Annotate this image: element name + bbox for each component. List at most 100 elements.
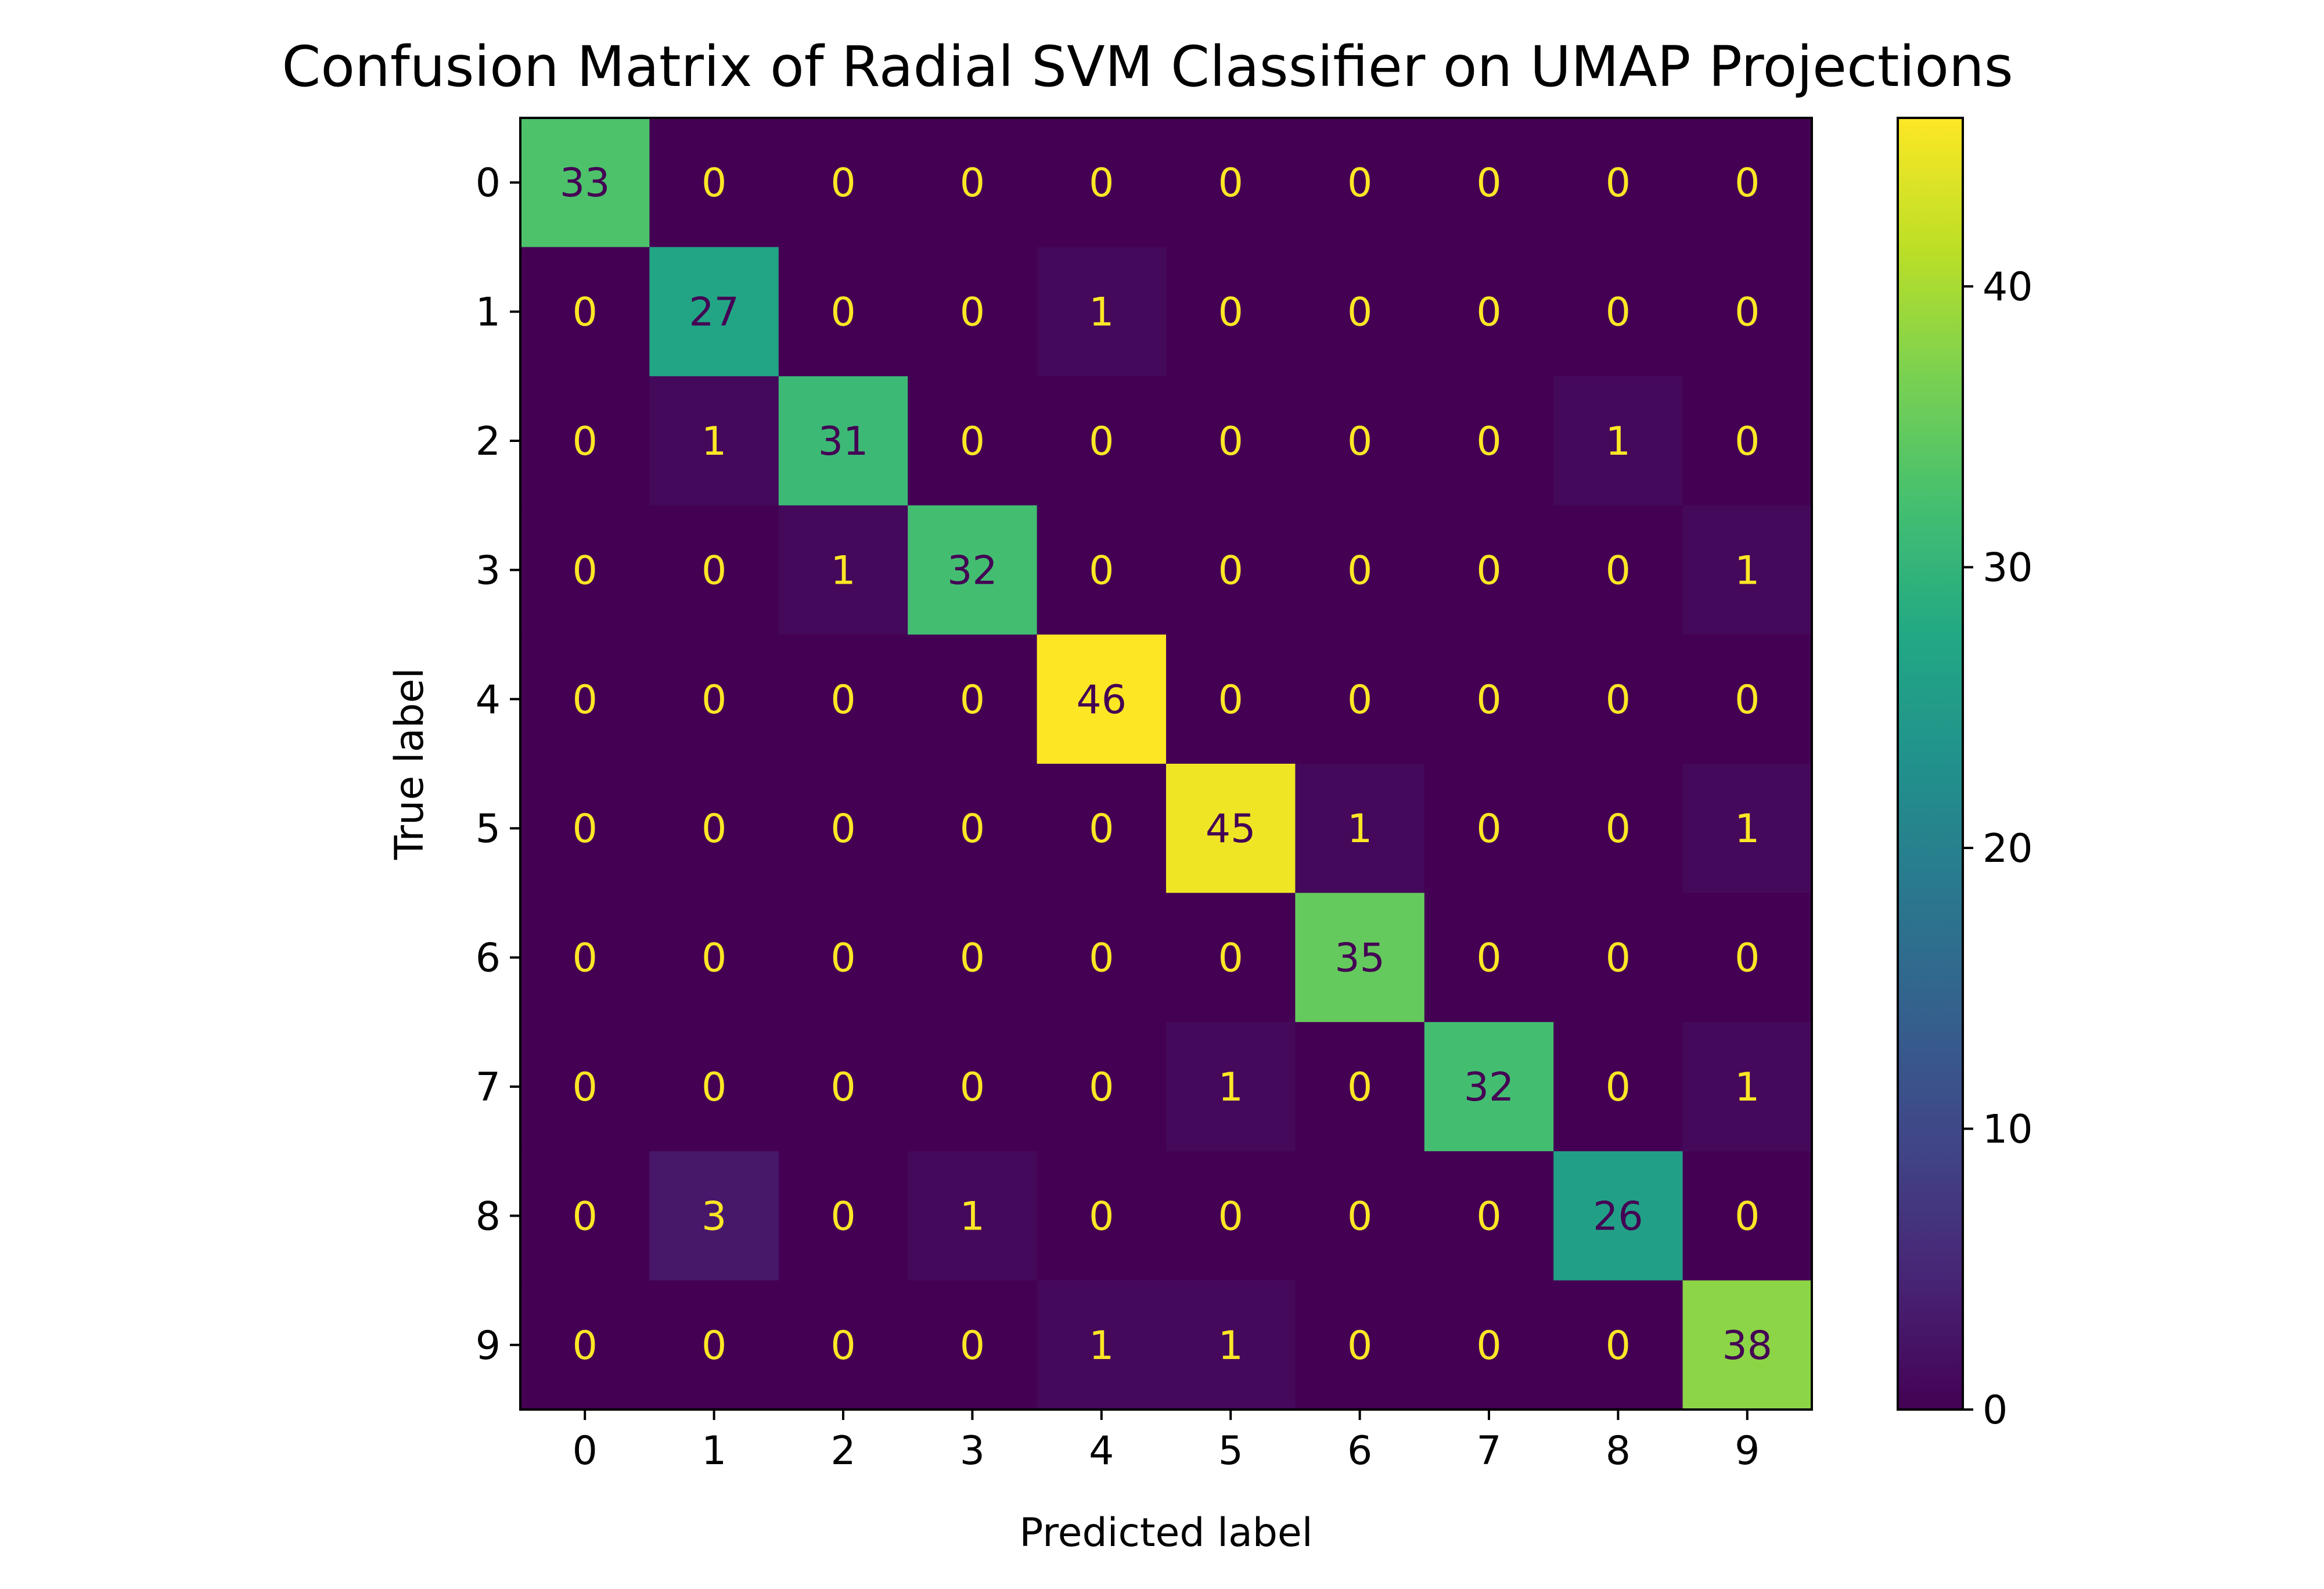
heatmap-cell (1166, 764, 1296, 893)
x-tick-label: 0 (573, 1428, 598, 1474)
cell-value-label: 3 (701, 1193, 726, 1239)
cell-value-label: 0 (701, 806, 726, 852)
cell-value-label: 0 (1735, 677, 1760, 723)
cell-value-label: 0 (1735, 1193, 1760, 1239)
cell-value-label: 0 (1735, 936, 1760, 982)
cell-value-label: 0 (701, 936, 726, 982)
cell-value-label: 0 (1089, 1065, 1114, 1110)
heatmap-cell (1682, 764, 1812, 893)
y-tick-label: 3 (476, 548, 501, 594)
x-tick-label: 9 (1735, 1428, 1760, 1474)
cell-value-label: 0 (1476, 936, 1501, 982)
cell-value-label: 1 (1089, 290, 1114, 336)
cell-value-label: 0 (960, 936, 985, 982)
cell-value-label: 0 (1476, 806, 1501, 852)
cell-value-label: 0 (830, 1193, 855, 1239)
cell-value-label: 0 (701, 160, 726, 206)
y-tick-label: 8 (476, 1193, 501, 1239)
heatmap-cell (1424, 764, 1554, 893)
heatmap-cell (1166, 893, 1296, 1023)
y-tick-label: 0 (476, 160, 501, 206)
cell-value-label: 0 (1218, 677, 1243, 723)
heatmap-cell (1166, 634, 1296, 764)
heatmap-cell (1682, 1022, 1812, 1152)
x-tick-label: 1 (701, 1428, 726, 1474)
heatmap-cell (1295, 893, 1425, 1023)
cell-value-label: 1 (1218, 1323, 1243, 1369)
heatmap-cell (520, 1280, 650, 1410)
cell-value-label: 35 (1334, 936, 1385, 982)
heatmap-cell (1553, 893, 1683, 1023)
heatmap-cell (1682, 118, 1812, 247)
heatmap-cell (1424, 634, 1554, 764)
heatmap-cell (1037, 376, 1167, 506)
heatmap-cell (1424, 376, 1554, 506)
cell-value-label: 0 (1347, 548, 1372, 594)
heatmap-cell (908, 1280, 1038, 1410)
heatmap-cell (1682, 247, 1812, 377)
cell-value-label: 0 (1476, 548, 1501, 594)
heatmap-cell (1295, 1022, 1425, 1152)
cell-value-label: 38 (1722, 1323, 1773, 1369)
heatmap-cell (1682, 505, 1812, 635)
colorbar-ticks: 0 10 20 30 40 (1963, 264, 2033, 1433)
heatmap-cell (1037, 118, 1167, 247)
heatmap-cell (778, 1280, 908, 1410)
heatmap-cells (520, 118, 1812, 1410)
heatmap-cell (778, 118, 908, 247)
heatmap-cell (1682, 893, 1812, 1023)
cell-value-label: 33 (560, 160, 610, 206)
heatmap-cell (1037, 505, 1167, 635)
heatmap-cell (1682, 1280, 1812, 1410)
cell-value-label: 0 (1476, 290, 1501, 336)
heatmap-cell (1037, 893, 1167, 1023)
cell-value-label: 0 (573, 290, 598, 336)
cell-value-label: 27 (689, 290, 739, 336)
cell-value-label: 0 (1089, 806, 1114, 852)
y-tick-label: 1 (476, 290, 501, 336)
heatmap-cell (1553, 376, 1683, 506)
cell-value-label: 0 (1089, 419, 1114, 465)
cell-value-label: 1 (1735, 548, 1760, 594)
colorbar (1897, 117, 1964, 1411)
heatmap-cell (1295, 634, 1425, 764)
heatmap-cell (649, 1280, 779, 1410)
x-tick-label: 8 (1606, 1428, 1631, 1474)
heatmap-cell (908, 893, 1038, 1023)
cell-value-label: 0 (1735, 290, 1760, 336)
plot-frame (519, 117, 1813, 1411)
heatmap-cell (1037, 1022, 1167, 1152)
heatmap-cell (1166, 247, 1296, 377)
colorbar-tick-label: 0 (1983, 1387, 2008, 1433)
cell-value-label: 0 (1218, 419, 1243, 465)
heatmap-cell (1166, 1022, 1296, 1152)
cell-value-label: 0 (573, 806, 598, 852)
heatmap-cell (1166, 505, 1296, 635)
cell-value-label: 0 (1089, 1193, 1114, 1239)
cell-value-label: 0 (1606, 290, 1631, 336)
cell-value-label: 0 (1347, 677, 1372, 723)
cell-value-label: 31 (818, 419, 869, 465)
colorbar-tick-label: 20 (1983, 826, 2033, 872)
x-axis-label: Predicted label (1019, 1510, 1312, 1556)
heatmap-cell (1682, 634, 1812, 764)
cell-value-label: 0 (573, 1193, 598, 1239)
cell-value-label: 45 (1206, 806, 1256, 852)
cell-value-label: 46 (1077, 677, 1127, 723)
cell-value-label: 0 (1476, 677, 1501, 723)
heatmap-cell (778, 1022, 908, 1152)
heatmap-cell (649, 1151, 779, 1281)
cell-value-label: 0 (830, 806, 855, 852)
cell-value-label: 0 (1606, 936, 1631, 982)
heatmap-cell (908, 376, 1038, 506)
cell-value-label: 0 (830, 160, 855, 206)
heatmap-cell (1424, 1280, 1554, 1410)
cell-value-label: 0 (1476, 1323, 1501, 1369)
cell-value-label: 0 (1606, 548, 1631, 594)
heatmap-cell (908, 1022, 1038, 1152)
x-tick-label: 2 (830, 1428, 855, 1474)
cell-value-labels: 33 0 0 0 0 0 0 0 0 00 27 0 0 1 0 0 0 0 00 1 31 0 0 0 0 0 1 00 0 1 32 0 0… (560, 160, 1772, 1369)
heatmap-cell (649, 376, 779, 506)
heatmap-cell (908, 118, 1038, 247)
cell-value-label: 0 (701, 548, 726, 594)
